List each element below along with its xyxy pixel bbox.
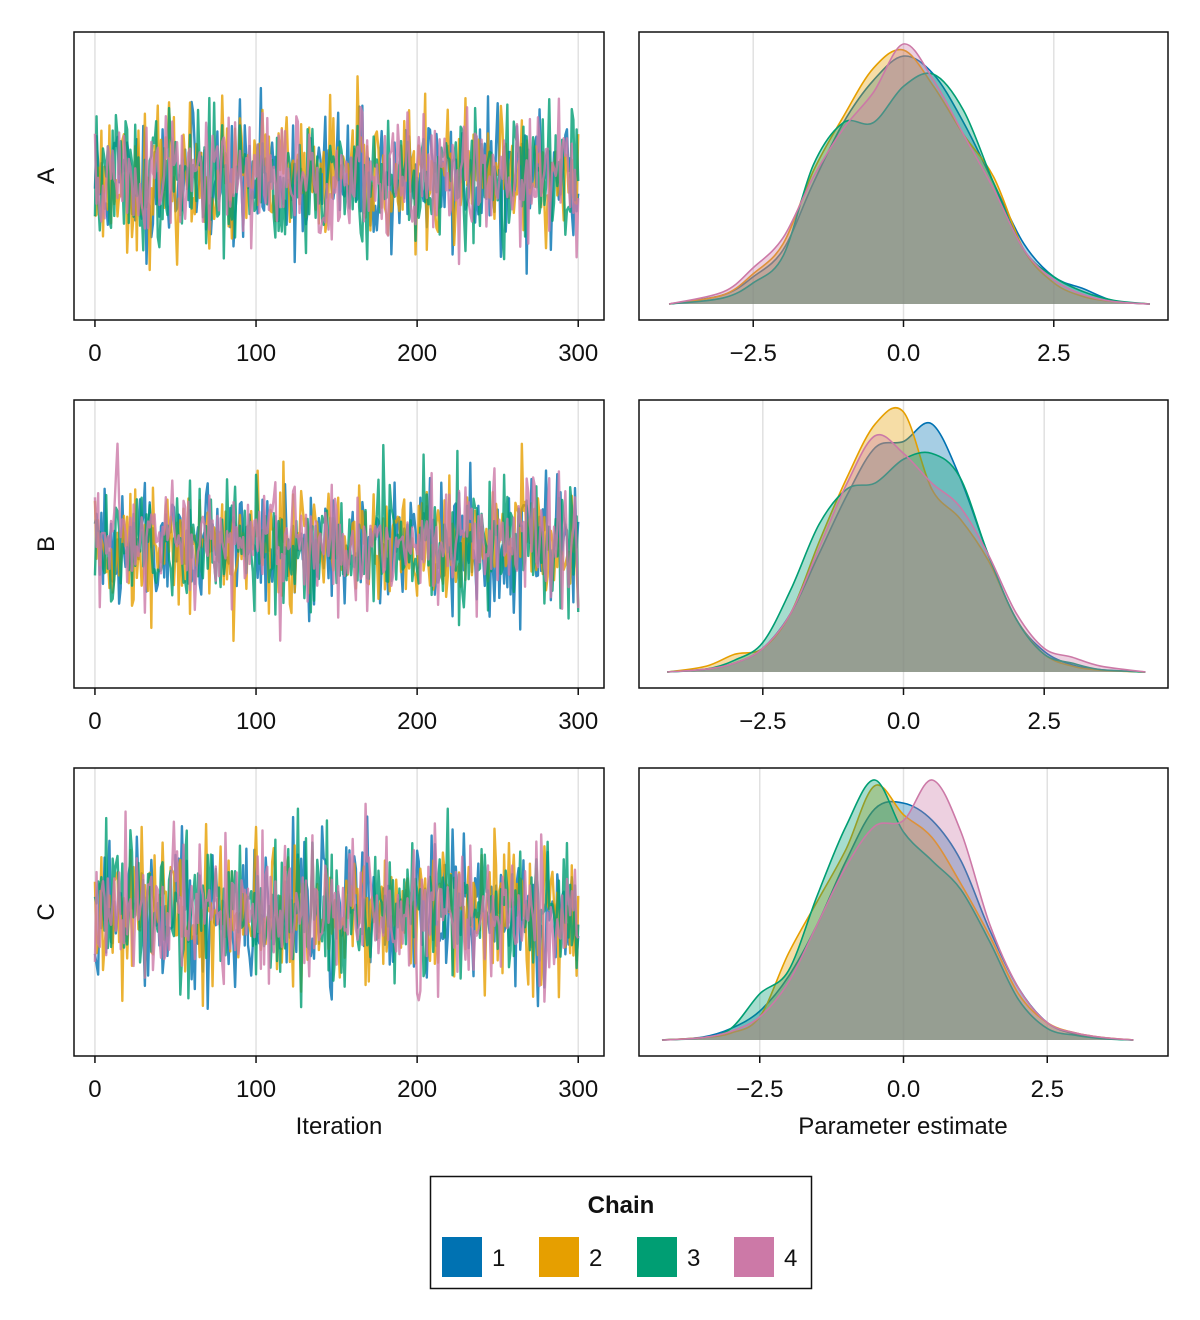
density-x-axis-label: Parameter estimate (798, 1113, 1007, 1140)
legend: Chain 1 2 3 4 (429, 1175, 813, 1290)
legend-swatch-2 (539, 1237, 579, 1277)
trace-panel-b: 0 100 200 300 (73, 399, 605, 735)
density-area-chain-2 (662, 784, 1134, 1040)
density-a-tick-label: 0.0 (887, 340, 920, 367)
trace-b-tick-label: 100 (236, 708, 276, 735)
trace-c-frame (73, 767, 605, 1057)
density-b-tick-label: 0.0 (887, 708, 920, 735)
density-area-chain-3 (667, 452, 1146, 672)
trace-b-frame (73, 399, 605, 689)
legend-entry-3: 3 (637, 1237, 700, 1277)
density-panel-a: −2.5 0.0 2.5 (638, 31, 1169, 367)
density-area-chain-4 (662, 779, 1134, 1040)
trace-a-tick-label: 300 (558, 340, 598, 367)
trace-a-tick-label: 0 (88, 340, 101, 367)
legend-label-2: 2 (589, 1245, 602, 1272)
trace-x-axis-label: Iteration (296, 1113, 383, 1140)
trace-line-chain-4 (93, 802, 580, 1003)
density-curve-chain-2 (668, 48, 1151, 305)
trace-panel-a: 0 100 200 300 (73, 31, 605, 367)
legend-entry-4: 4 (734, 1237, 797, 1277)
density-area-chain-4 (667, 434, 1146, 672)
y-axis-label-c: C (33, 903, 60, 920)
trace-b-tick-label: 0 (88, 708, 101, 735)
legend-label-3: 3 (687, 1245, 700, 1272)
trace-line-chain-3 (93, 807, 580, 1009)
trace-a-tick-label: 100 (236, 340, 276, 367)
trace-c-tick-label: 300 (558, 1076, 598, 1103)
density-b-tick-label: −2.5 (739, 708, 786, 735)
density-area-chain-4 (669, 43, 1150, 304)
trace-a-frame (73, 31, 605, 321)
y-axis-label-b: B (33, 536, 60, 552)
density-panel-c: −2.5 0.0 2.5 (638, 767, 1169, 1103)
trace-b-tick-label: 300 (558, 708, 598, 735)
legend-entry-2: 2 (539, 1237, 602, 1277)
y-axis-label-a: A (33, 168, 60, 184)
legend-label-1: 1 (492, 1245, 505, 1272)
trace-c-tick-label: 200 (397, 1076, 437, 1103)
density-curve-chain-4 (667, 433, 1146, 673)
density-b-tick-label: 2.5 (1028, 708, 1061, 735)
legend-swatch-1 (442, 1237, 482, 1277)
density-curve-chain-3 (661, 779, 1134, 1041)
trace-line-chain-4 (93, 97, 580, 266)
density-c-tick-label: −2.5 (736, 1076, 783, 1103)
density-area-chain-1 (667, 422, 1146, 672)
trace-b-tick-label: 200 (397, 708, 437, 735)
density-a-tick-label: 2.5 (1037, 340, 1070, 367)
density-a-tick-label: −2.5 (730, 340, 777, 367)
density-panel-b: −2.5 0.0 2.5 (638, 399, 1169, 735)
legend-swatch-3 (637, 1237, 677, 1277)
legend-swatch-4 (734, 1237, 774, 1277)
density-curve-chain-3 (667, 451, 1146, 673)
trace-line-chain-4 (93, 442, 580, 642)
trace-c-tick-label: 100 (236, 1076, 276, 1103)
density-area-chain-3 (669, 73, 1150, 304)
trace-a-tick-label: 200 (397, 340, 437, 367)
density-area-chain-1 (662, 801, 1134, 1040)
legend-title: Chain (588, 1192, 655, 1219)
density-curve-chain-4 (668, 43, 1151, 305)
density-curve-chain-4 (661, 779, 1134, 1041)
density-area-chain-3 (662, 779, 1134, 1040)
trace-panel-c: 0 100 200 300 (73, 767, 605, 1103)
density-c-tick-label: 2.5 (1031, 1076, 1064, 1103)
legend-entry-1: 1 (442, 1237, 505, 1277)
trace-c-tick-label: 0 (88, 1076, 101, 1103)
density-curve-chain-3 (668, 72, 1151, 305)
density-area-chain-2 (667, 407, 1146, 672)
legend-label-4: 4 (784, 1245, 797, 1272)
density-c-tick-label: 0.0 (887, 1076, 920, 1103)
